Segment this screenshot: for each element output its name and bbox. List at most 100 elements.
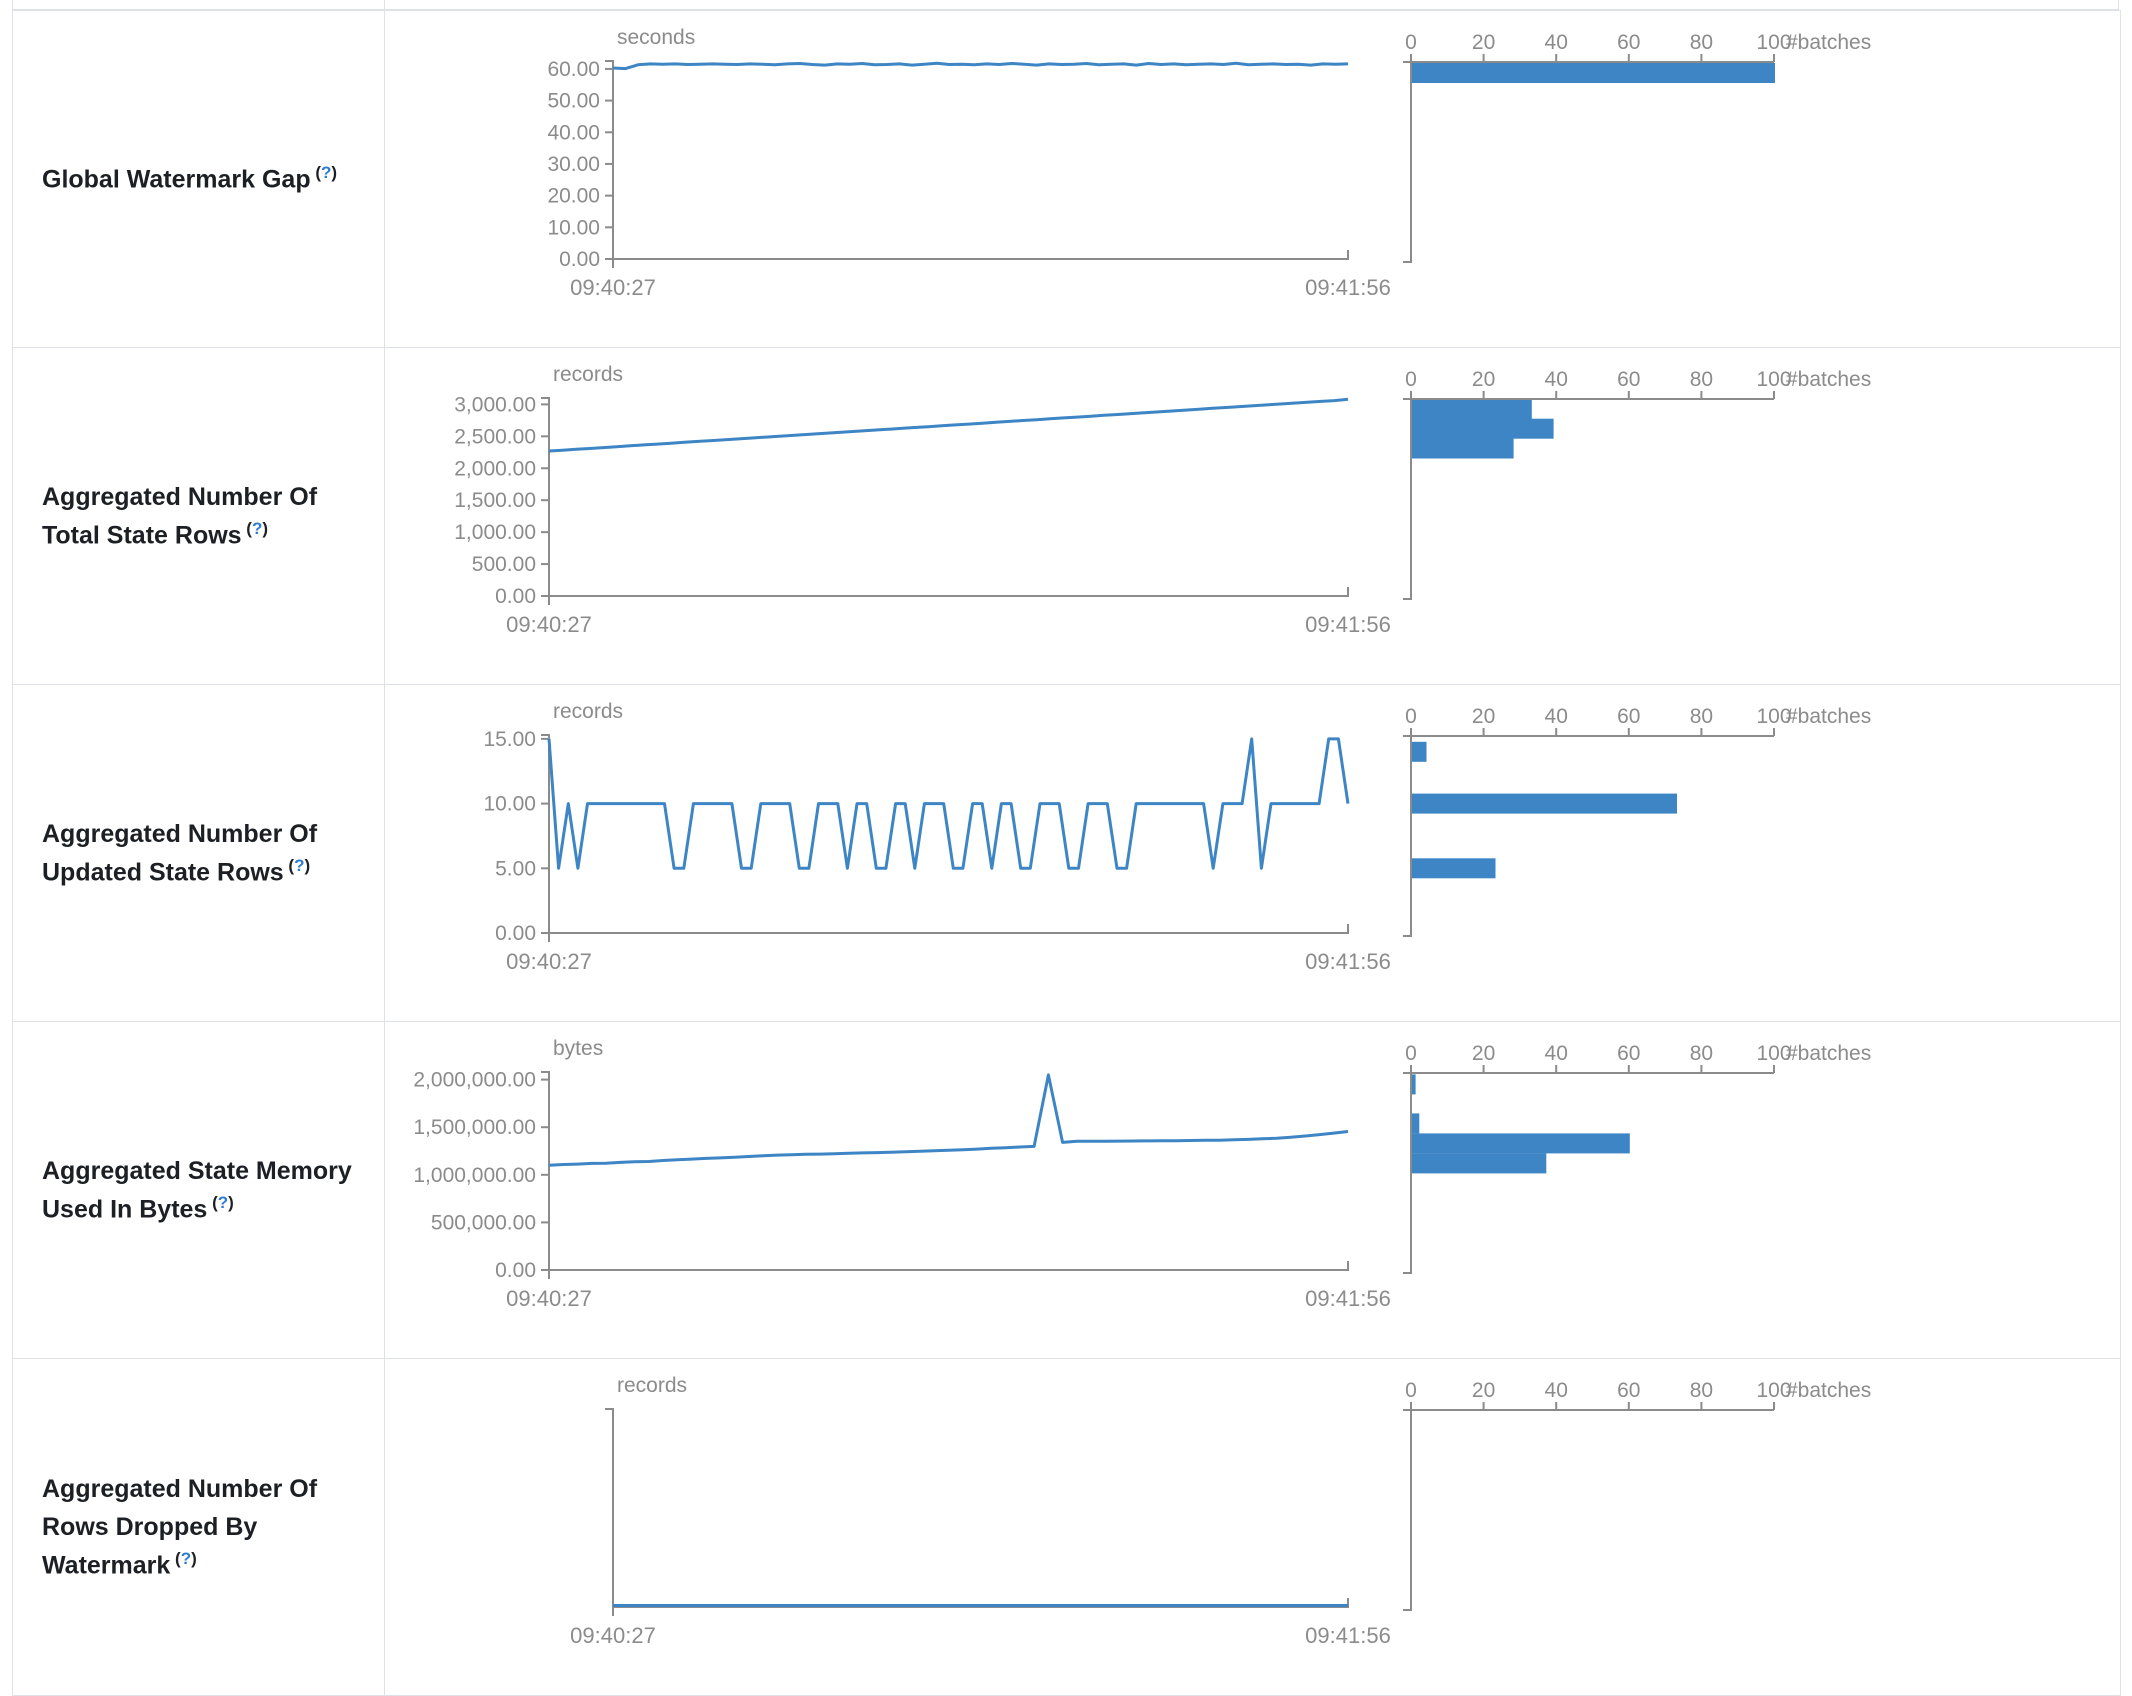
help-tooltip-link[interactable]: (?) [241, 518, 269, 538]
timeline-and-histogram-svg: records 0.00 500.00 1,000.00 1,500.00 2,000.0… [454, 363, 1871, 637]
metric-label-cell: Aggregated Number Of Rows Dropped By Wat… [12, 1358, 385, 1696]
histogram-tick-label: 40 [1545, 1379, 1568, 1402]
histogram-bar [1412, 438, 1514, 459]
histogram-bar [1412, 1074, 1416, 1095]
metric-row: Global Watermark Gap (?) seconds 0.00 10.00… [12, 10, 2121, 348]
metric-charts-cell: bytes 0.00 500,000.00 1,000,000.00 1,500,000… [384, 1021, 2121, 1359]
histogram-tick-label: 80 [1690, 368, 1713, 391]
x-end-time-label: 09:41:56 [1305, 949, 1391, 974]
timeline-x-axis [548, 587, 1349, 605]
histogram-chart: 0 20 40 60 80 100#batches [1403, 1042, 1871, 1274]
timeline-line [548, 397, 1349, 453]
timeline-chart: records 0.00 500.00 1,000.00 1,500.00 2,000.0… [454, 363, 1391, 637]
question-mark-icon[interactable]: ? [320, 162, 332, 182]
statistics-page: Global Watermark Gap (?) seconds 0.00 10.00… [12, 0, 2121, 1696]
y-tick-label: 1,000.00 [454, 521, 536, 544]
metric-label-cell: Aggregated State Memory Used In Bytes (?… [12, 1021, 385, 1359]
x-start-time-label: 09:40:27 [570, 1623, 656, 1648]
histogram-tick-label: 0 [1405, 1042, 1417, 1065]
metric-label: Aggregated State Memory Used In Bytes (?… [13, 1144, 384, 1236]
y-tick-label: 2,000,000.00 [413, 1069, 536, 1092]
question-mark-icon[interactable]: ? [294, 855, 305, 875]
y-tick-label: 0.00 [495, 922, 536, 945]
timeline-unit-label: records [553, 700, 623, 723]
x-start-time-label: 09:40:27 [506, 612, 592, 637]
histogram-tick-label: 100 [1756, 1379, 1791, 1402]
y-tick-label: 500,000.00 [431, 1211, 536, 1234]
question-mark-icon[interactable]: ? [251, 518, 263, 538]
histogram-tick-label: 80 [1690, 31, 1713, 54]
histogram-tick-label: 60 [1617, 1042, 1640, 1065]
y-tick-label: 40.00 [547, 121, 600, 144]
timeline-line [547, 737, 1350, 870]
batches-axis-label: #batches [1786, 1042, 1871, 1065]
metric-label-cell: Global Watermark Gap (?) [12, 10, 385, 348]
x-start-time-label: 09:40:27 [506, 1286, 592, 1311]
histogram-chart: 0 20 40 60 80 100#batches [1403, 368, 1871, 600]
y-tick-label: 0.00 [495, 1259, 536, 1282]
y-tick-label: 15.00 [483, 728, 536, 751]
metric-label-cell: Aggregated Number Of Updated State Rows … [12, 684, 385, 1022]
y-tick-label: 0.00 [495, 585, 536, 608]
batches-axis-label: #batches [1786, 705, 1871, 728]
batches-axis-label: #batches [1786, 1379, 1871, 1402]
y-tick-label: 2,000.00 [454, 457, 536, 480]
timeline-chart: records 0.00 5.00 10.00 15.00 09:40:27 09:41:5… [483, 700, 1390, 974]
y-tick-label: 30.00 [547, 153, 600, 176]
histogram-bar [1412, 63, 1775, 83]
histogram-tick-label: 80 [1690, 1379, 1713, 1402]
histogram-tick-label: 0 [1405, 31, 1417, 54]
timeline-unit-label: records [617, 1374, 687, 1397]
metric-label: Aggregated Number Of Rows Dropped By Wat… [13, 1462, 384, 1592]
histogram-y-axis [1403, 1409, 1412, 1611]
timeline-unit-label: records [553, 363, 623, 386]
histogram-tick-label: 20 [1472, 1379, 1495, 1402]
histogram-tick-label: 60 [1617, 31, 1640, 54]
histogram-tick-label: 60 [1617, 705, 1640, 728]
histogram-tick-label: 60 [1617, 1379, 1640, 1402]
timeline-and-histogram-svg: records 0.00 5.00 10.00 15.00 09:40:27 09:41:5… [483, 700, 1871, 974]
histogram-tick-label: 80 [1690, 1042, 1713, 1065]
histogram-y-axis [1403, 398, 1412, 600]
metrics-table-body: Global Watermark Gap (?) seconds 0.00 10.00… [12, 10, 2121, 1696]
batches-axis-label: #batches [1786, 31, 1871, 54]
help-tooltip-link[interactable]: (?) [207, 1192, 234, 1212]
timeline-x-axis [548, 924, 1349, 942]
histogram-y-axis [1403, 735, 1412, 937]
x-end-time-label: 09:41:56 [1305, 1623, 1391, 1648]
question-mark-icon[interactable]: ? [217, 1192, 229, 1212]
histogram-tick-label: 100 [1756, 1042, 1791, 1065]
y-tick-label: 1,000,000.00 [413, 1164, 536, 1187]
metric-label-cell: Aggregated Number Of Total State Rows (?… [12, 347, 385, 685]
histogram-tick-label: 60 [1617, 368, 1640, 391]
histogram-tick-label: 20 [1472, 705, 1495, 728]
histogram-y-axis [1403, 61, 1412, 263]
question-mark-icon[interactable]: ? [180, 1548, 192, 1568]
y-tick-label: 5.00 [495, 857, 536, 880]
timeline-line [612, 61, 1349, 71]
y-tick-label: 0.00 [559, 248, 600, 271]
histogram-tick-label: 0 [1405, 1379, 1417, 1402]
metric-label: Global Watermark Gap (?) [13, 152, 384, 206]
help-tooltip-link[interactable]: (?) [170, 1548, 197, 1568]
histogram-tick-label: 20 [1472, 368, 1495, 391]
histogram-chart: 0 20 40 60 80 100#batches [1403, 1379, 1871, 1611]
timeline-and-histogram-svg: bytes 0.00 500,000.00 1,000,000.00 1,500,000… [413, 1037, 1871, 1311]
histogram-tick-label: 40 [1545, 705, 1568, 728]
histogram-tick-label: 0 [1405, 368, 1417, 391]
watermark-metrics-table: Global Watermark Gap (?) seconds 0.00 10.00… [12, 10, 2121, 1696]
x-end-time-label: 09:41:56 [1305, 612, 1391, 637]
metric-row: Aggregated Number Of Total State Rows (?… [12, 347, 2121, 685]
help-tooltip-link[interactable]: (?) [310, 162, 338, 182]
histogram-tick-label: 100 [1756, 368, 1791, 391]
timeline-line [548, 1073, 1349, 1167]
metric-charts-cell: seconds 0.00 10.00 20.00 30.00 40.00 50.00 60.0… [384, 10, 2121, 348]
metric-charts-cell: records 09:40:27 09:41:56 0 20 40 60 80 100 #batc… [384, 1358, 2121, 1696]
metric-label-text: Global Watermark Gap [42, 165, 311, 194]
histogram-bar [1412, 741, 1427, 762]
timeline-x-axis [548, 1261, 1349, 1279]
timeline-and-histogram-svg: seconds 0.00 10.00 20.00 30.00 40.00 50.00 60.0… [547, 26, 1871, 300]
histogram-bar [1412, 1153, 1547, 1174]
help-tooltip-link[interactable]: (?) [283, 855, 311, 875]
y-tick-label: 60.00 [547, 58, 600, 81]
